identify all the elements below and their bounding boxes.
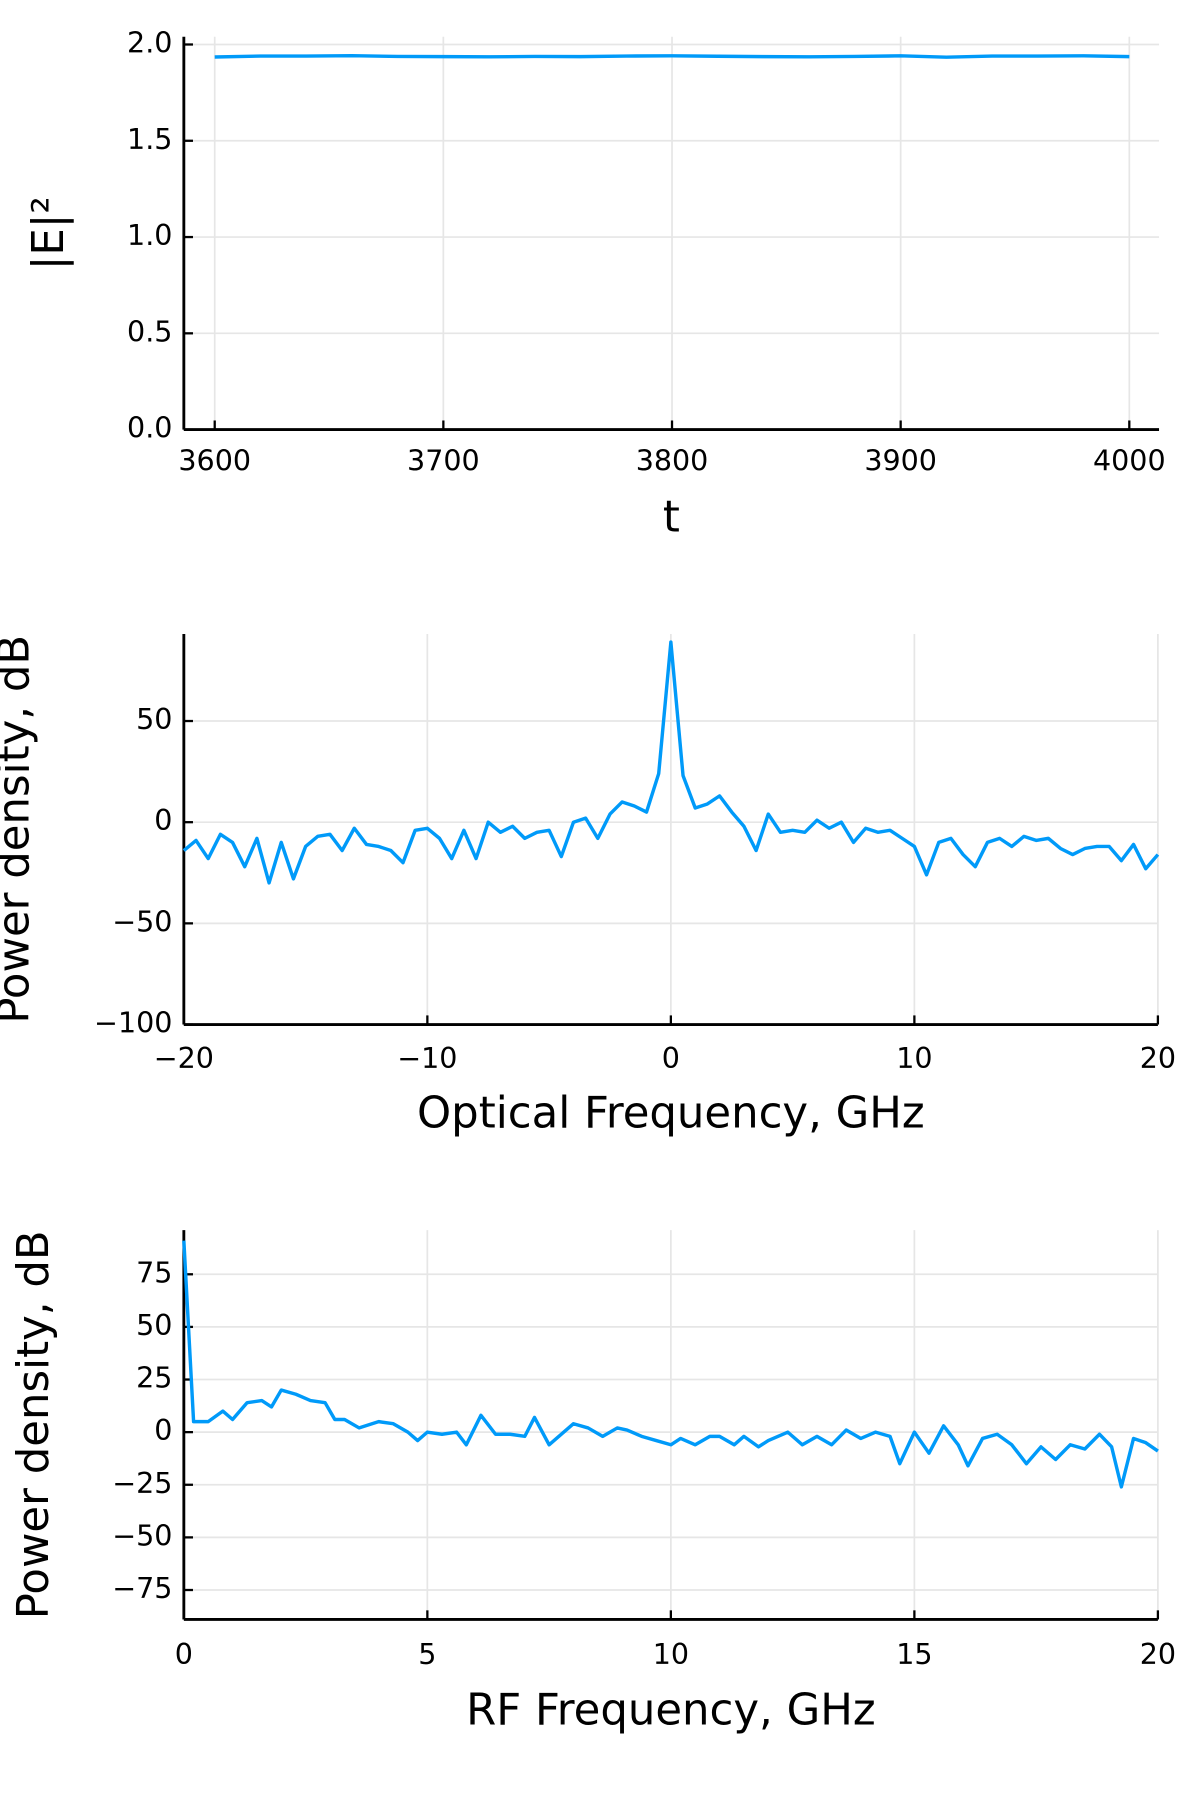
x-tick-label: 10: [896, 1042, 932, 1075]
x-tick-label: 3800: [636, 445, 709, 478]
x-tick-label: 3600: [178, 445, 251, 478]
y-tick-label: 0: [154, 1414, 172, 1447]
y-tick-label: 75: [136, 1256, 172, 1289]
x-tick-label: 4000: [1093, 445, 1166, 478]
x-tick-label: 0: [662, 1042, 680, 1075]
y-tick-label: −25: [112, 1467, 172, 1500]
y-tick-label: −50: [112, 905, 172, 938]
y-tick-label: −100: [94, 1007, 172, 1040]
y-axis-label: |E|²: [24, 196, 74, 270]
x-tick-label: −10: [397, 1042, 457, 1075]
x-tick-label: 20: [1140, 1638, 1176, 1671]
data-line: [214, 53, 1130, 59]
y-tick-label: −50: [112, 1519, 172, 1552]
y-axis-label: Power density, dB: [9, 1230, 59, 1619]
y-tick-label: 1.5: [127, 123, 172, 156]
y-tick-label: −75: [112, 1572, 172, 1605]
x-axis-label: Optical Frequency, GHz: [417, 1088, 925, 1138]
y-tick-label: 25: [136, 1362, 172, 1395]
y-axis-label: Power density, dB: [0, 635, 40, 1024]
x-tick-label: 3900: [864, 445, 937, 478]
y-tick-label: 50: [136, 703, 172, 736]
x-tick-label: −20: [154, 1042, 214, 1075]
x-axis-label: t: [663, 492, 680, 542]
y-tick-label: 0.5: [127, 315, 172, 348]
data-line: [182, 640, 1160, 885]
x-tick-label: 20: [1140, 1042, 1176, 1075]
x-tick-label: 3700: [407, 445, 480, 478]
y-tick-label: 50: [136, 1309, 172, 1342]
x-axis-label: RF Frequency, GHz: [466, 1686, 876, 1736]
y-tick-label: 2.0: [127, 26, 172, 59]
y-tick-label: 1.0: [127, 219, 172, 252]
x-tick-label: 10: [653, 1638, 689, 1671]
x-tick-label: 5: [418, 1638, 436, 1671]
data-line: [182, 1240, 1159, 1489]
x-tick-label: 15: [896, 1638, 932, 1671]
y-tick-label: 0.0: [127, 412, 172, 445]
x-tick-label: 0: [175, 1638, 193, 1671]
y-tick-label: 0: [154, 804, 172, 837]
